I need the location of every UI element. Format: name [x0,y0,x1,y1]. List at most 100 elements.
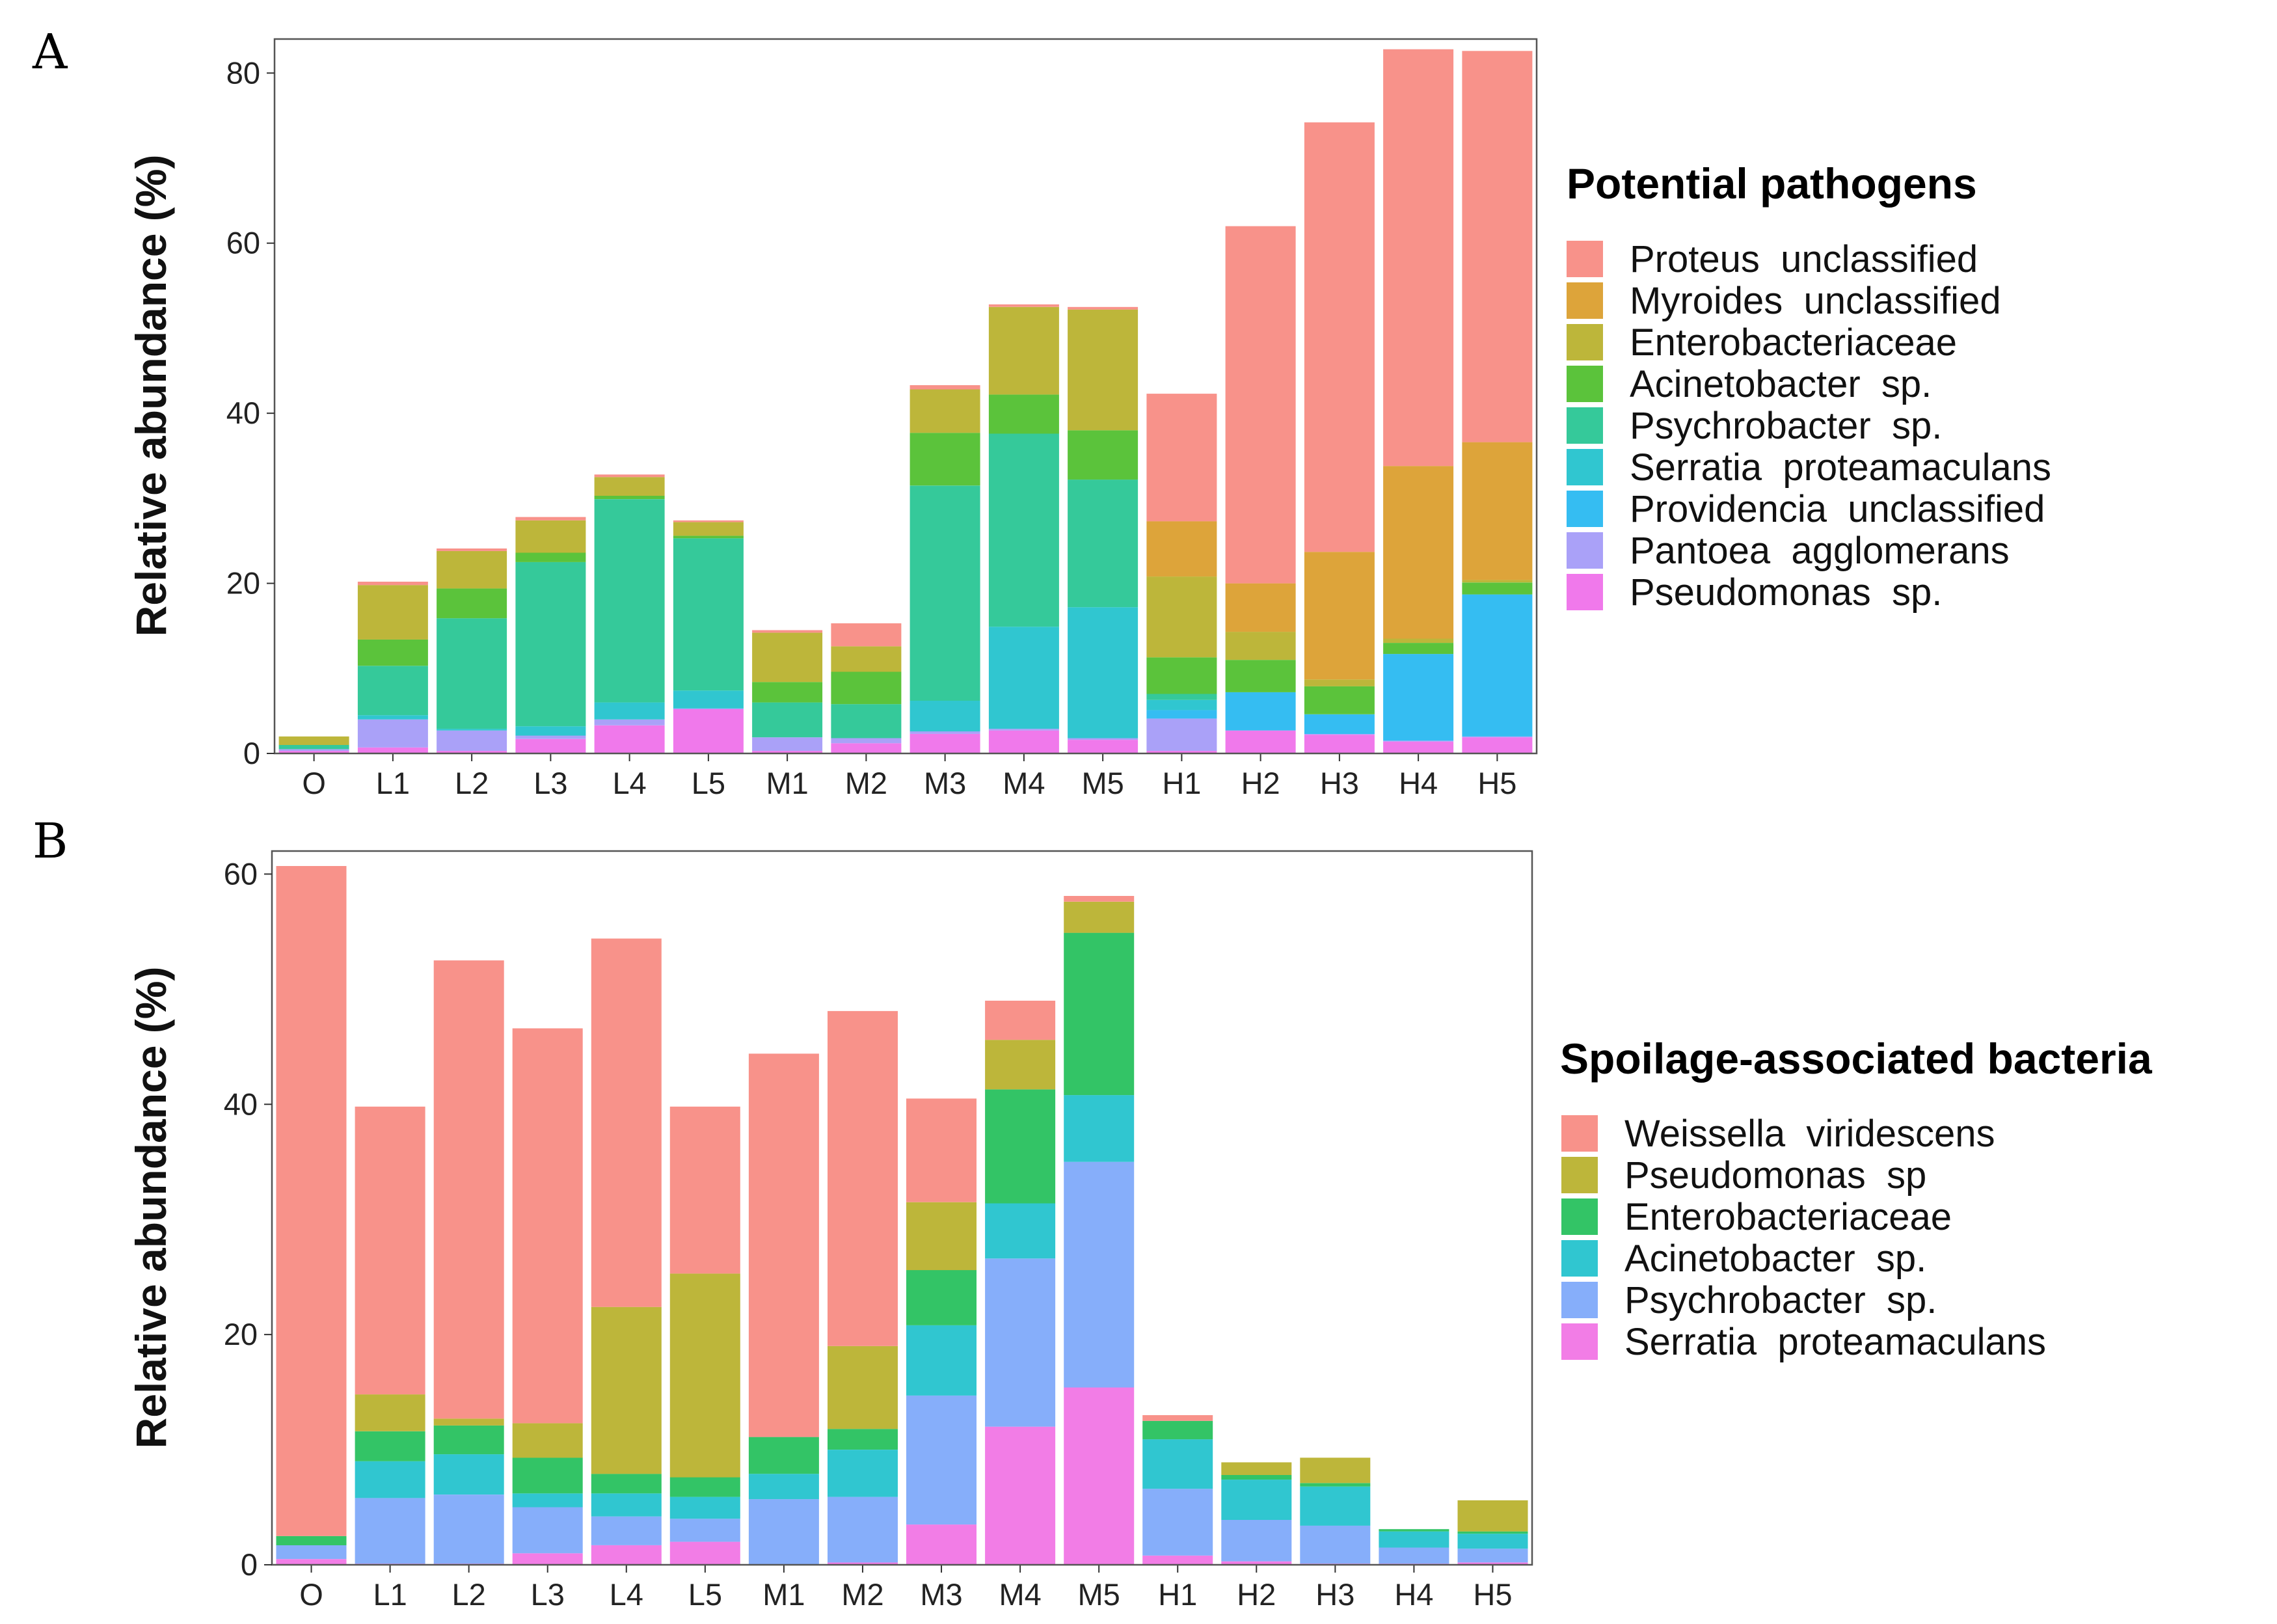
x-tick-label: L1 [373,1577,407,1612]
bar-segment [278,751,349,753]
bar-segment [669,1496,740,1519]
bar-segment [673,690,744,709]
bar-segment [594,495,665,500]
x-tick-label: H2 [1241,766,1280,800]
legend-swatch [1561,1323,1598,1360]
bar-segment [355,1394,425,1431]
bar-segment [1379,1529,1449,1532]
bar-segment [512,1457,583,1494]
bar-segment [1221,1480,1292,1520]
x-tick-label: M4 [999,1577,1041,1612]
bar-segment [594,477,665,496]
bar-segment [515,562,586,727]
bar-segment [1383,741,1454,753]
bar-segment [752,737,823,751]
bar-segment [1462,594,1533,737]
y-tick-label: 20 [224,1317,258,1351]
bar-segment [437,550,507,589]
legend-swatch [1561,1282,1598,1318]
y-tick-label: 0 [241,1547,258,1582]
bar-segment [1064,1387,1135,1565]
bar-segment [1383,654,1454,741]
legend-label: Enterobacteriaceae [1624,1196,1952,1238]
bar-segment [1300,1525,1371,1564]
bar-segment [591,1306,662,1474]
bar-segment [1221,1520,1292,1562]
bar-segment [985,1426,1056,1565]
legend-swatch [1567,407,1603,444]
bar-segment [357,582,428,586]
bar-segment [906,1202,977,1271]
x-tick-label: M5 [1081,766,1124,800]
legend-swatch [1561,1240,1598,1277]
x-tick-label: M3 [924,766,966,800]
legend-label: Psychrobacter sp. [1630,405,1942,447]
x-tick-label: O [299,1577,323,1612]
bar-segment [1064,1161,1135,1388]
bar-segment [1221,1561,1292,1565]
legend-swatch [1567,491,1603,527]
legend-label: Providencia unclassified [1630,488,2045,530]
bar-segment [276,866,347,1536]
legend-label: Serratia proteamaculans [1630,446,2051,489]
bar-segment [752,630,823,633]
bar-segment [988,433,1059,627]
bar-segment [1462,442,1533,580]
bar-segment [988,394,1059,434]
bar-segment [1383,740,1454,742]
legend-swatch [1567,449,1603,485]
bar-segment [1146,521,1217,577]
bar-segment [1146,694,1217,700]
bar-segment [1142,1489,1213,1556]
bar-segment [594,725,665,753]
bar-segment [988,304,1059,307]
bar-segment [1225,583,1296,632]
bar-segment [752,702,823,738]
bar-segment [357,666,428,716]
bar-segment [278,744,349,750]
bar-segment [594,499,665,703]
y-tick-label: 40 [226,396,260,430]
legend-label: Pseudomonas sp [1624,1154,1926,1197]
bar-segment [669,1273,740,1478]
bar-segment [748,1437,819,1474]
legend-label: Psychrobacter sp. [1624,1279,1937,1321]
bar-segment [512,1028,583,1424]
x-tick-label: L2 [455,766,489,800]
bar-segment [1221,1462,1292,1475]
bar-segment [1462,51,1533,442]
bar-segment [1304,714,1375,734]
bar-segment [1068,430,1138,480]
bar-segment [355,1106,425,1395]
bar-segment [828,1346,898,1429]
bar-segment [831,738,902,744]
bar-segment [909,731,980,734]
bar-segment [591,1474,662,1494]
bar-segment [1068,607,1138,738]
panel-letter: A [32,24,68,80]
bar-segment [1142,1420,1213,1440]
bar-segment [1462,582,1533,595]
bar-segment [906,1524,977,1565]
bar-segment [985,1001,1056,1040]
x-tick-label: H5 [1477,766,1516,800]
bar-segment [594,702,665,720]
bar-segment [1304,733,1375,735]
bar-segment [673,520,744,522]
bar-segment [748,1474,819,1500]
legend-swatch [1561,1115,1598,1152]
x-tick-label: H1 [1162,766,1201,800]
y-tick-label: 60 [226,226,260,260]
x-tick-label: M3 [920,1577,962,1612]
bar-segment [1221,1475,1292,1480]
bar-segment [1300,1486,1371,1526]
bar-segment [355,1498,425,1564]
x-tick-label: H4 [1394,1577,1433,1612]
bar-segment [433,1454,504,1495]
legend-swatch [1567,282,1603,319]
bar-segment [831,743,902,753]
x-tick-label: L3 [533,766,567,800]
bar-segment [512,1493,583,1508]
bar-segment [1068,309,1138,431]
panel-letter: B [33,813,68,869]
